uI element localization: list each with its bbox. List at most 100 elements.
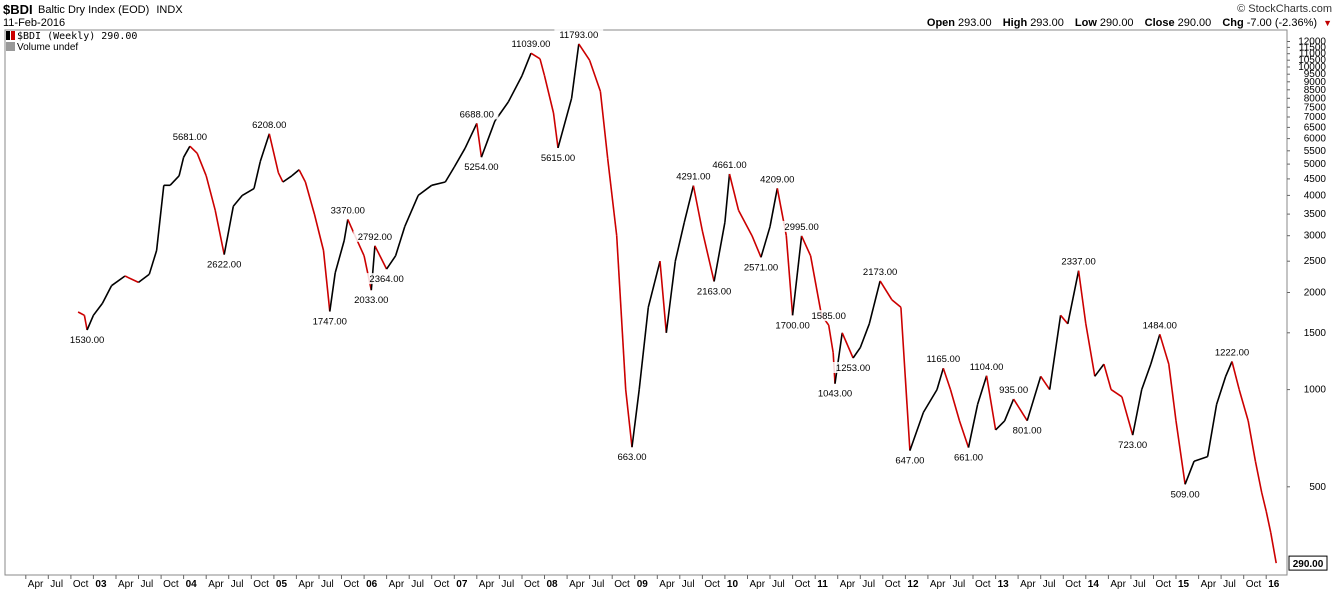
annotation-label: 1747.00 bbox=[313, 317, 347, 328]
price-segment bbox=[1270, 532, 1277, 564]
price-segment bbox=[800, 235, 812, 257]
x-tick-label: Oct bbox=[163, 579, 179, 590]
y-tick-label: 7000 bbox=[1304, 112, 1327, 123]
price-segment bbox=[1048, 315, 1062, 390]
price-segment bbox=[1012, 398, 1028, 422]
y-tick-label: 9500 bbox=[1304, 69, 1327, 80]
annotation-label: 2033.00 bbox=[354, 295, 388, 306]
price-segment bbox=[282, 175, 293, 183]
y-tick-label: 8000 bbox=[1304, 93, 1327, 104]
price-segment bbox=[205, 175, 216, 211]
price-segment bbox=[431, 181, 446, 187]
x-tick-label: Apr bbox=[569, 579, 585, 590]
legend-series-label: $BDI (Weekly) 290.00 bbox=[17, 31, 138, 42]
annotation-box bbox=[353, 230, 397, 242]
low-value: 290.00 bbox=[1099, 17, 1134, 29]
annotation-box bbox=[1113, 439, 1152, 451]
y-tick-label: 11500 bbox=[1299, 42, 1327, 53]
low-label: Low bbox=[1074, 17, 1097, 29]
y-tick-label: 5500 bbox=[1304, 146, 1327, 157]
price-segment bbox=[701, 230, 715, 282]
annotation-label: 2622.00 bbox=[207, 260, 241, 271]
annotation-box bbox=[1057, 255, 1101, 267]
y-tick-label: 3500 bbox=[1304, 209, 1327, 220]
price-segment bbox=[868, 280, 881, 324]
annotation-box bbox=[807, 310, 851, 322]
x-tick-label: 06 bbox=[366, 579, 378, 590]
price-segment bbox=[665, 261, 677, 333]
price-segment bbox=[728, 173, 740, 211]
stockcharts-credit[interactable]: © StockCharts.com bbox=[1237, 3, 1332, 15]
y-tick-label: 4000 bbox=[1304, 190, 1327, 201]
price-segment bbox=[909, 412, 925, 451]
last-value-label: 290.00 bbox=[1293, 559, 1324, 570]
price-segment bbox=[1094, 363, 1105, 377]
y-tick-label: 500 bbox=[1309, 482, 1326, 493]
high-label: High bbox=[1002, 17, 1028, 29]
annotation-label: 1253.00 bbox=[836, 363, 870, 374]
price-segment bbox=[334, 240, 345, 274]
series-swatch-icon bbox=[6, 31, 15, 40]
legend-volume-row: Volume undef bbox=[6, 42, 137, 53]
x-tick-label: Apr bbox=[750, 579, 766, 590]
price-segment bbox=[1175, 420, 1186, 485]
price-segment bbox=[539, 58, 546, 76]
ohlc-readout: Open 293.00 High 293.00 Low 290.00 Close 290… bbox=[919, 17, 1332, 29]
y-tick-label: 8500 bbox=[1304, 85, 1327, 96]
annotation-box bbox=[671, 170, 715, 182]
x-tick-label: Oct bbox=[885, 579, 901, 590]
price-segment bbox=[363, 255, 373, 291]
y-axis: 500 1000 1500 2000 2500 3000 3500 4000 4500 5000 5… bbox=[1287, 37, 1326, 493]
price-segment bbox=[827, 324, 834, 354]
price-segment bbox=[1026, 376, 1042, 421]
price-segment bbox=[1206, 404, 1218, 457]
annotation-label: 2337.00 bbox=[1061, 257, 1095, 268]
price-segment bbox=[647, 261, 661, 308]
change-label: Chg bbox=[1222, 17, 1244, 29]
price-segment bbox=[86, 314, 95, 331]
annotation-label: 2173.00 bbox=[863, 267, 897, 278]
annotation-box bbox=[168, 131, 212, 143]
x-tick-label: Oct bbox=[795, 579, 811, 590]
x-tick-label: Apr bbox=[389, 579, 405, 590]
annotation-box bbox=[1166, 488, 1204, 500]
price-segment bbox=[374, 245, 388, 270]
price-segment bbox=[692, 185, 704, 232]
exchange-label: INDX bbox=[156, 4, 183, 16]
open-label: Open bbox=[926, 17, 956, 29]
price-segment bbox=[196, 153, 207, 177]
x-tick-label: 07 bbox=[456, 579, 468, 590]
x-tick-label: Oct bbox=[344, 579, 360, 590]
x-tick-label: 13 bbox=[998, 579, 1010, 590]
price-segment bbox=[182, 145, 191, 158]
x-tick-label: 10 bbox=[727, 579, 739, 590]
price-segment bbox=[769, 188, 779, 227]
last-value-box bbox=[1288, 555, 1328, 571]
chart-legend: $BDI (Weekly) 290.00 Volume undef bbox=[6, 31, 137, 53]
x-tick-label: Apr bbox=[1110, 579, 1126, 590]
price-segment bbox=[521, 52, 532, 76]
price-segment bbox=[1085, 323, 1096, 377]
x-tick-label: Oct bbox=[73, 579, 89, 590]
x-tick-label: Apr bbox=[118, 579, 134, 590]
annotation-label: 801.00 bbox=[1013, 426, 1042, 437]
price-segment bbox=[552, 112, 559, 149]
value-annotations: 1530.00 5681.00 2622.00 6208.00 1747.00 3370.… bbox=[65, 28, 1254, 500]
price-segment bbox=[138, 273, 150, 284]
annotation-label: 4209.00 bbox=[760, 174, 794, 185]
price-segment bbox=[1215, 376, 1227, 405]
price-segment bbox=[148, 250, 158, 275]
price-segment bbox=[343, 219, 349, 241]
volume-swatch-icon bbox=[6, 42, 15, 51]
price-segment bbox=[1238, 389, 1249, 422]
annotation-label: 1700.00 bbox=[775, 320, 809, 331]
open-value: 293.00 bbox=[958, 17, 992, 29]
close-value: 290.00 bbox=[1177, 17, 1212, 29]
x-tick-label: Jul bbox=[50, 579, 63, 590]
annotation-box bbox=[771, 319, 815, 331]
x-tick-label: Jul bbox=[411, 579, 424, 590]
price-segment bbox=[900, 307, 911, 451]
price-segment bbox=[543, 75, 555, 114]
x-tick-label: Jul bbox=[1133, 579, 1146, 590]
